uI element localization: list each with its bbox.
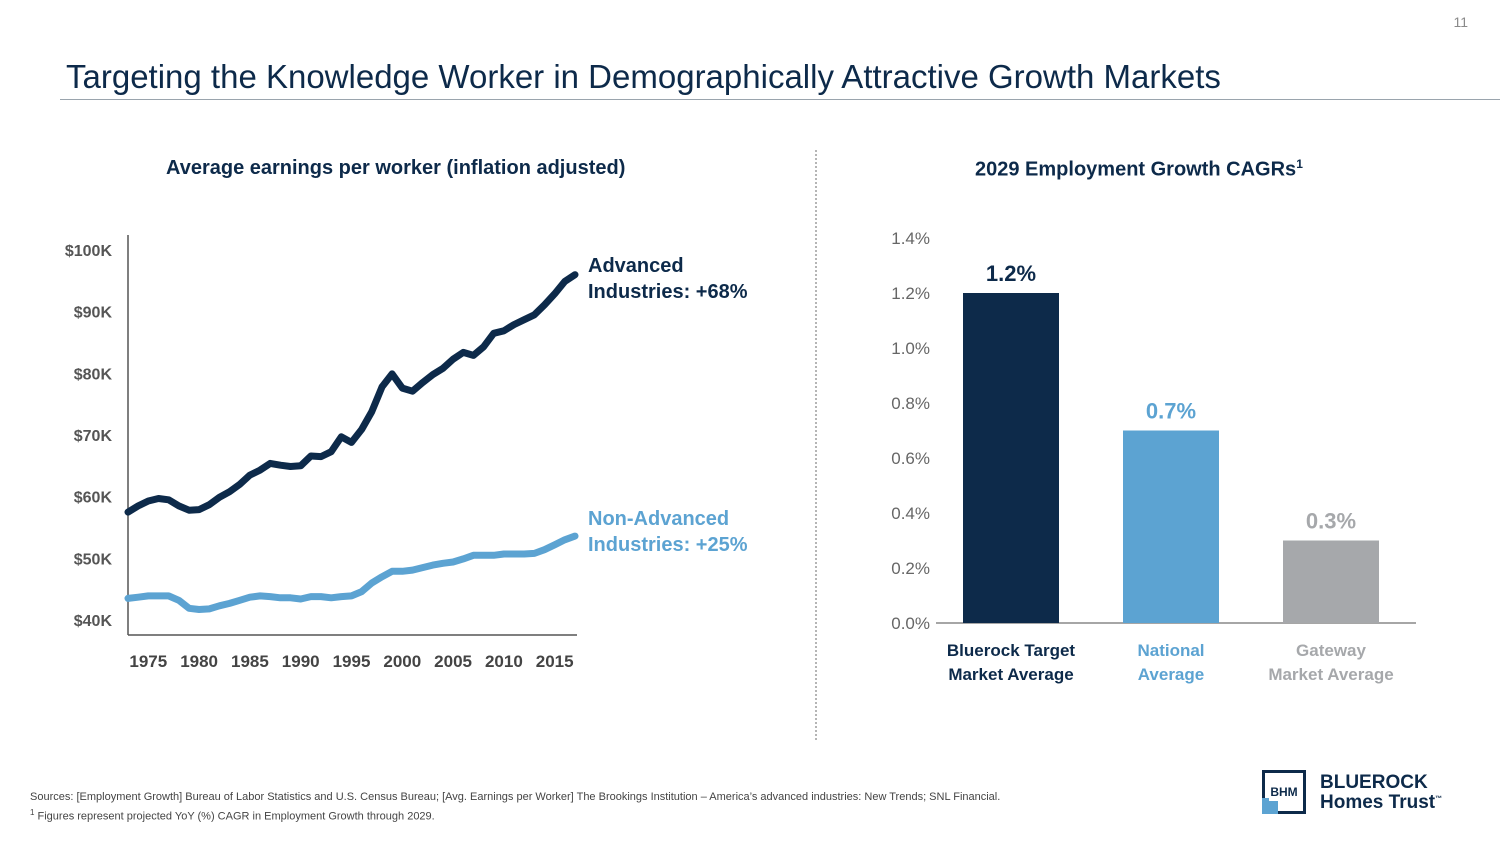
logo-line1: BLUEROCK [1320,772,1428,793]
logo-tm: ™ [1435,795,1443,803]
x-tick-label: 1980 [180,652,218,671]
bar [1123,430,1219,623]
chart-divider [815,150,817,740]
y-tick-label: $90K [74,305,113,322]
category-label: Bluerock Target [947,641,1076,660]
page-number: 11 [1453,14,1468,30]
y-tick-label: $40K [74,613,113,630]
bar [1283,540,1379,623]
sources-text: Sources: [Employment Growth] Bureau of L… [30,791,1001,803]
footnote-marker: 1 [1296,157,1303,171]
x-tick-label: 2000 [383,652,421,671]
x-tick-label: 1995 [333,652,371,671]
logo-line2: Homes Trust™ [1320,792,1442,814]
series-label: Industries: +25% [588,534,748,556]
y-tick-label: $60K [74,490,113,507]
footer-notes: Sources: [Employment Growth] Bureau of L… [30,790,1000,825]
bluerock-logo: BHM BLUEROCK Homes Trust™ [1262,770,1462,818]
employment-bar-chart: 0.0% 0.2% 0.4% 0.6% 0.8% 1.0% 1.2% 1.4% 1.2% Blue… [891,229,1416,684]
y-tick-label: 1.0% [891,339,930,358]
logo-mark: BHM [1262,770,1306,814]
bar [963,293,1059,623]
category-label: Market Average [948,665,1073,684]
y-tick-label: 0.6% [891,449,930,468]
series-label: Non-Advanced [588,508,729,530]
page-title: Targeting the Knowledge Worker in Demogr… [66,58,1221,95]
y-tick-label: 0.8% [891,394,930,413]
x-tick-label: 1985 [231,652,269,671]
footnote-number: 1 [30,808,35,817]
category-label: Market Average [1268,665,1393,684]
y-tick-label: 0.4% [891,504,930,523]
series-label: Industries: +68% [588,281,748,303]
category-label: National [1137,641,1204,660]
y-tick-label: 0.0% [891,614,930,633]
series-line-advanced [124,271,579,516]
employment-chart-title: 2029 Employment Growth CAGRs1 [975,157,1303,182]
y-tick-label: $80K [74,366,113,383]
x-tick-label: 2005 [434,652,472,671]
footnote-text: 1 Figures represent projected YoY (%) CA… [30,805,1000,825]
y-tick-label: 0.2% [891,559,930,578]
series-line-non-advanced [124,532,579,613]
x-tick-label: 2010 [485,652,523,671]
y-tick-label: 1.2% [891,284,930,303]
footnote-body: Figures represent projected YoY (%) CAGR… [34,810,435,823]
earnings-chart-title: Average earnings per worker (inflation a… [166,157,626,179]
y-tick-label: $50K [74,551,113,568]
bar-value-label: 0.7% [1146,399,1196,424]
logo-line2-text: Homes Trust [1320,792,1436,813]
y-tick-label: $100K [65,243,113,260]
employment-chart-title-text: 2029 Employment Growth CAGRs [975,158,1297,181]
earnings-line-chart: $40K $50K $60K $70K $80K $90K $100K 1975 1980 198… [65,235,748,671]
category-label: Gateway [1296,641,1366,660]
bar-value-label: 1.2% [986,261,1036,286]
x-tick-label: 2015 [536,652,574,671]
series-label: Advanced [588,255,684,277]
y-tick-label: $70K [74,428,113,445]
bar-value-label: 0.3% [1306,509,1356,534]
x-tick-label: 1975 [129,652,167,671]
logo-accent [1262,798,1278,814]
category-label: Average [1138,665,1204,684]
x-tick-label: 1990 [282,652,320,671]
logo-mark-text: BHM [1269,783,1299,801]
y-tick-label: 1.4% [891,229,930,248]
title-rule [60,99,1500,100]
